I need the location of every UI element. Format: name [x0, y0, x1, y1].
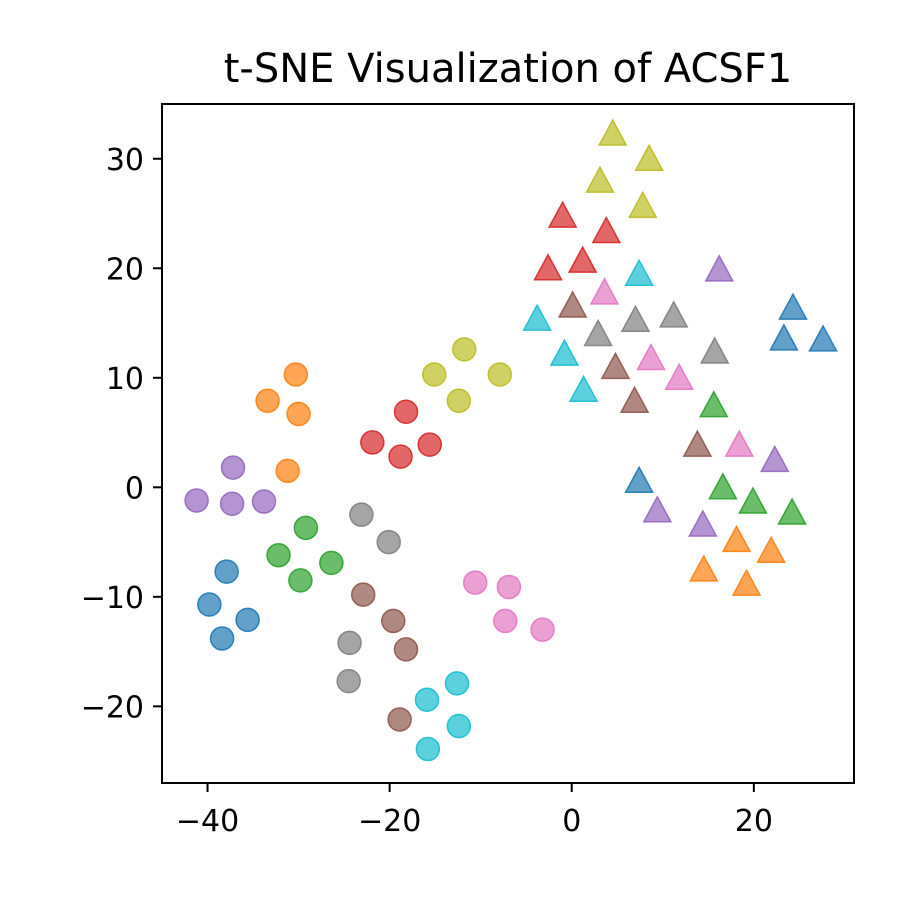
- data-point-triangle-s14-p3: [688, 509, 718, 537]
- data-point-triangle-s17-p0: [658, 300, 689, 328]
- data-point-circle-s2-p0: [293, 515, 319, 541]
- data-point-triangle-s18-p1: [634, 143, 664, 171]
- data-point-triangle-s14-p2: [642, 495, 673, 523]
- data-point-circle-s2-p2: [319, 550, 344, 576]
- data-point-circle-s3-p3: [388, 444, 413, 469]
- data-point-circle-s7-p0: [349, 502, 374, 527]
- data-point-circle-s7-p2: [337, 630, 362, 656]
- data-point-triangle-s14-p1: [760, 444, 790, 473]
- data-point-triangle-s10-p2: [808, 324, 838, 352]
- data-point-triangle-s12-p2: [738, 486, 768, 514]
- data-point-triangle-s10-p3: [624, 465, 654, 493]
- data-point-triangle-s11-p0: [721, 524, 752, 553]
- data-point-triangle-s18-p3: [627, 190, 658, 219]
- data-point-triangle-s13-p0: [547, 200, 578, 228]
- y-tick-label: 10: [106, 362, 144, 397]
- data-point-circle-s3-p0: [393, 399, 419, 424]
- data-point-triangle-s17-p2: [583, 318, 613, 347]
- data-point-triangle-s19-p1: [522, 303, 552, 331]
- data-point-circle-s1-p1: [255, 388, 280, 414]
- data-point-circle-s3-p1: [360, 430, 385, 455]
- y-tick-label: −10: [81, 581, 144, 616]
- data-point-triangle-s18-p2: [585, 165, 615, 193]
- data-point-circle-s8-p1: [421, 362, 447, 387]
- data-point-triangle-s13-p2: [533, 253, 563, 281]
- data-point-triangle-s17-p1: [620, 304, 651, 332]
- data-point-circle-s5-p3: [387, 707, 412, 732]
- data-point-circle-s7-p3: [336, 668, 361, 694]
- plot-frame: [161, 103, 855, 784]
- data-point-circle-s4-p3: [251, 489, 277, 514]
- data-point-triangle-s13-p3: [567, 245, 598, 273]
- data-point-circle-s2-p1: [266, 542, 291, 568]
- x-axis: −40 −20 0 20: [176, 783, 773, 839]
- data-point-triangle-s18-p0: [597, 118, 628, 146]
- x-tick-label: 0: [562, 804, 581, 839]
- data-point-circle-s4-p2: [219, 491, 245, 516]
- data-point-circle-s9-p2: [446, 713, 472, 739]
- data-point-circle-s4-p1: [184, 488, 209, 513]
- data-point-circle-s2-p3: [288, 568, 313, 593]
- y-tick-label: 20: [106, 252, 144, 287]
- data-point-circle-s1-p3: [275, 458, 300, 484]
- y-tick-label: −20: [81, 690, 144, 725]
- chart-title: t-SNE Visualization of ACSF1: [224, 46, 793, 92]
- y-tick-label: 30: [106, 143, 144, 178]
- data-point-circle-s6-p2: [493, 608, 518, 634]
- data-point-triangle-s16-p3: [724, 429, 755, 457]
- data-point-circle-s0-p1: [197, 592, 222, 617]
- data-point-circle-s0-p3: [209, 626, 235, 651]
- data-point-triangle-s19-p2: [549, 338, 580, 366]
- data-point-triangle-s15-p2: [619, 385, 650, 414]
- data-point-circle-s8-p0: [452, 337, 477, 362]
- data-point-triangle-s12-p3: [777, 497, 807, 525]
- data-point-circle-s5-p1: [381, 608, 406, 634]
- data-point-triangle-s16-p1: [636, 343, 666, 371]
- x-tick-label: −40: [176, 804, 239, 839]
- data-point-circle-s5-p2: [393, 637, 419, 662]
- data-point-triangle-s11-p3: [731, 568, 762, 596]
- data-point-circle-s9-p3: [415, 736, 441, 762]
- data-point-circle-s6-p3: [530, 617, 555, 642]
- data-point-triangle-s19-p0: [624, 258, 654, 286]
- data-point-triangle-s10-p1: [769, 323, 799, 351]
- data-point-circle-s7-p1: [376, 529, 401, 555]
- data-point-triangle-s12-p1: [708, 472, 738, 500]
- data-point-triangle-s14-p0: [704, 254, 735, 282]
- data-point-triangle-s19-p3: [568, 374, 599, 403]
- data-point-circle-s5-p0: [350, 582, 376, 607]
- data-point-triangle-s16-p0: [589, 277, 620, 305]
- data-point-triangle-s11-p1: [756, 535, 786, 564]
- data-point-circle-s8-p2: [487, 362, 513, 387]
- data-point-circle-s1-p2: [286, 401, 311, 427]
- data-point-circle-s9-p0: [444, 671, 470, 696]
- data-point-circle-s1-p0: [283, 362, 309, 387]
- data-point-circle-s3-p2: [417, 432, 442, 457]
- data-point-circle-s6-p0: [462, 570, 488, 595]
- data-point-triangle-s10-p0: [778, 292, 808, 320]
- data-point-triangle-s16-p2: [664, 362, 694, 391]
- data-point-triangle-s15-p1: [600, 351, 631, 380]
- data-point-circle-s6-p1: [496, 574, 522, 600]
- y-axis: −20 −10 0 10 20 30: [81, 143, 162, 725]
- data-point-circle-s4-p0: [220, 455, 246, 480]
- data-point-triangle-s13-p1: [591, 215, 622, 244]
- data-point-triangle-s12-p0: [699, 390, 729, 418]
- points-layer: [184, 118, 838, 762]
- data-point-triangle-s15-p3: [682, 429, 713, 457]
- data-point-triangle-s11-p2: [689, 554, 719, 582]
- data-point-triangle-s17-p3: [699, 336, 730, 364]
- x-tick-label: 20: [735, 804, 773, 839]
- data-point-circle-s8-p3: [446, 388, 472, 414]
- data-point-circle-s0-p0: [214, 559, 239, 584]
- x-tick-label: −20: [358, 804, 421, 839]
- data-point-triangle-s15-p0: [557, 290, 588, 318]
- data-point-circle-s0-p2: [235, 607, 260, 633]
- y-tick-label: 0: [125, 471, 144, 506]
- data-point-circle-s9-p1: [414, 687, 440, 713]
